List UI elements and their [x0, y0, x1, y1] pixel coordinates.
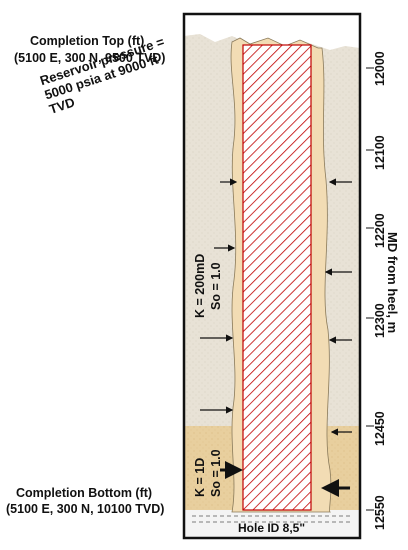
base-zone [184, 510, 360, 538]
axis-tick-label: 12100 [373, 135, 387, 170]
completion-top-label: Completion Top (ft) [30, 34, 145, 48]
lower-zone-saturation: So = 1.0 [209, 449, 223, 497]
completion-top-coords: (5100 E, 300 N, 9500 TVD) [14, 51, 166, 65]
upper-zone-permeability: K = 200mD [193, 253, 207, 318]
axis-tick-label: 12450 [373, 411, 387, 446]
completion-bottom-coords: (5100 E, 300 N, 10100 TVD) [6, 502, 165, 516]
axis-title: MD from heel, m [385, 232, 400, 334]
hole-id-label: Hole ID 8,5" [238, 521, 306, 535]
lower-zone-permeability: K = 1D [193, 457, 207, 497]
frame [182, 12, 362, 540]
upper-zone-saturation: So = 1.0 [209, 262, 223, 310]
completion-liner [242, 44, 312, 511]
top-unconsolidated [184, 14, 360, 50]
completion-bottom-label: Completion Bottom (ft) [16, 486, 153, 500]
axis-tick-label: 12000 [373, 51, 387, 86]
axis-tick-label: 12550 [373, 495, 387, 530]
